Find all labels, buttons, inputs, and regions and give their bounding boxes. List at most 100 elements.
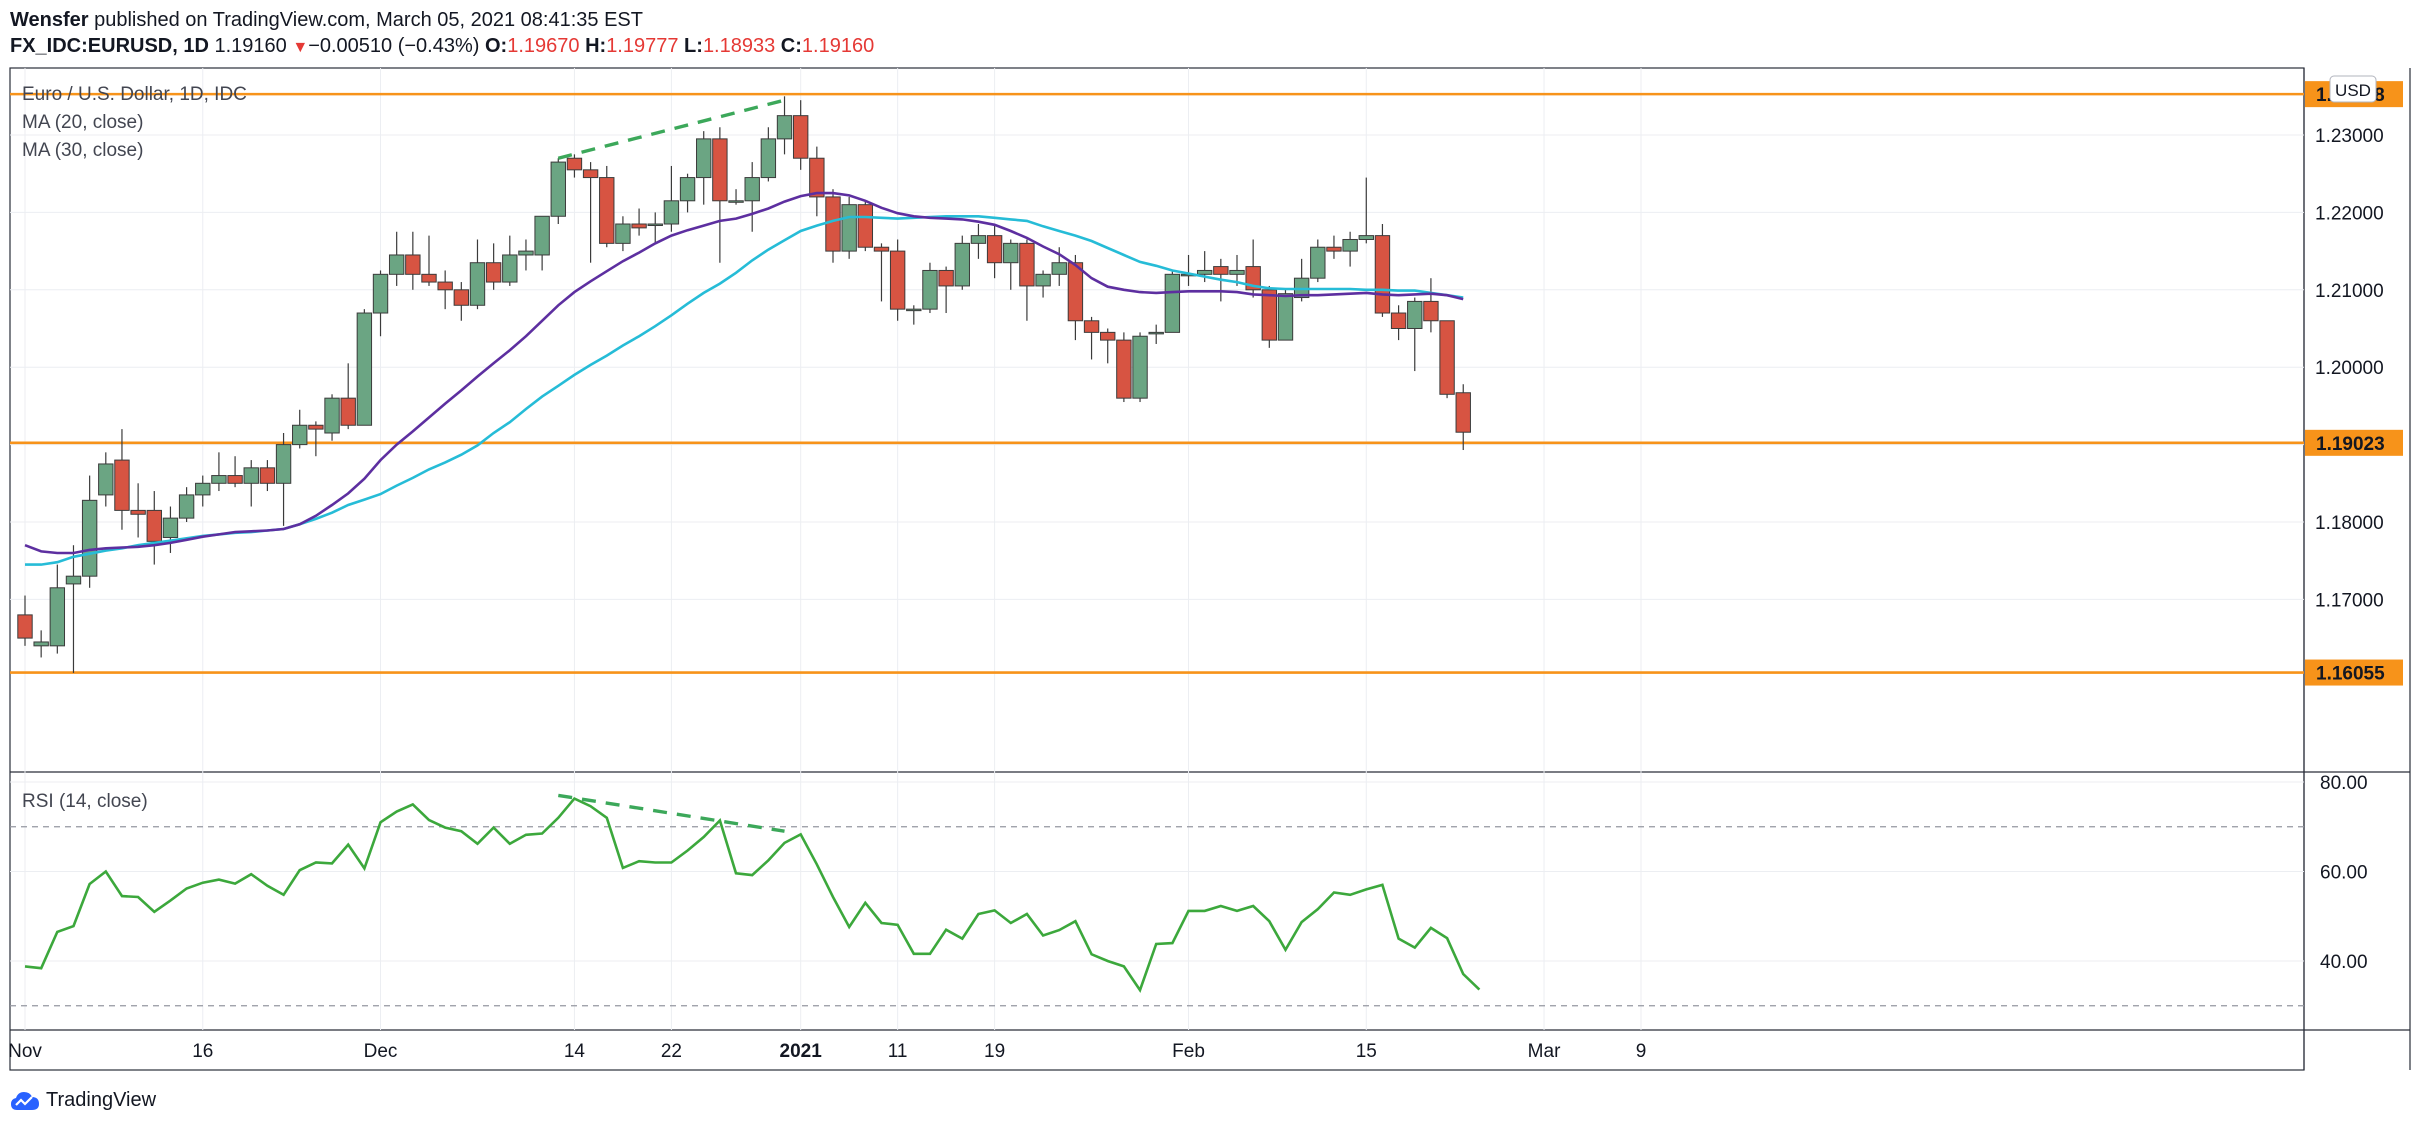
candle-up xyxy=(1342,238,1358,252)
price-tick-label: 1.23000 xyxy=(2315,126,2384,147)
candle-up xyxy=(841,204,857,252)
candle-down xyxy=(1326,246,1342,252)
level-price-tag xyxy=(2305,429,2403,456)
author-name[interactable]: Wensfer xyxy=(10,9,89,31)
candle-up xyxy=(1148,331,1164,335)
price-trendline xyxy=(557,98,785,160)
candle-up xyxy=(356,312,373,426)
candle-up xyxy=(922,269,938,310)
rsi-legend: RSI (14, close) xyxy=(22,791,148,812)
level-price-label: 1.16055 xyxy=(2316,664,2385,685)
candle-up xyxy=(744,177,760,202)
candle-up xyxy=(324,397,340,434)
rsi-tick-label: 80.00 xyxy=(2320,773,2368,794)
candle-up xyxy=(970,235,987,244)
candle-up xyxy=(275,444,292,484)
price-tick-label: 1.18000 xyxy=(2315,513,2384,534)
candle-down xyxy=(938,269,954,287)
candle-down xyxy=(485,262,502,283)
candle-up xyxy=(906,308,922,312)
candle-up xyxy=(1035,273,1051,287)
price-tick-label: 1.21000 xyxy=(2315,281,2384,302)
symbol-label[interactable]: FX_IDC:EURUSD, 1D xyxy=(10,35,209,57)
time-tick-label: 16 xyxy=(192,1041,213,1062)
ma20-legend: MA (20, close) xyxy=(22,112,143,133)
candle-up xyxy=(518,250,534,256)
candle-down xyxy=(1261,289,1278,341)
candle-down xyxy=(227,475,243,484)
candle-down xyxy=(986,235,1003,264)
candle-down xyxy=(1019,242,1035,287)
candle-up xyxy=(1132,335,1148,399)
time-tick-label: 11 xyxy=(888,1041,908,1062)
time-tick-label: Feb xyxy=(1172,1041,1205,1062)
time-tick-label: Dec xyxy=(364,1041,398,1062)
candle-up xyxy=(388,254,405,275)
candle-up xyxy=(211,475,227,484)
candle-up xyxy=(679,177,696,202)
rsi-tick-label: 40.00 xyxy=(2320,952,2368,973)
tradingview-brand[interactable]: TradingView xyxy=(10,1086,156,1114)
close-value: 1.19160 xyxy=(801,35,875,57)
candle-up xyxy=(178,494,195,519)
candle-up xyxy=(550,161,566,217)
candle-up xyxy=(1358,235,1374,240)
brand-name: TradingView xyxy=(46,1089,157,1111)
chart-frame xyxy=(9,67,2305,1071)
candle-up xyxy=(1196,269,1213,275)
open-label: O: xyxy=(485,35,508,57)
candle-up xyxy=(502,254,518,283)
candle-down xyxy=(1455,392,1471,433)
candle-up xyxy=(1051,262,1067,275)
time-tick-label: 14 xyxy=(564,1041,586,1062)
candle-up xyxy=(647,223,663,227)
level-price-label: 1.19023 xyxy=(2316,434,2385,455)
candle-down xyxy=(582,169,599,179)
candle-up xyxy=(243,467,259,484)
price-tick-label: 1.20000 xyxy=(2315,358,2384,379)
candle-down xyxy=(405,254,421,275)
candle-up xyxy=(696,138,712,179)
candle-down xyxy=(308,424,324,430)
candle-down xyxy=(1213,266,1229,275)
ohlc-legend: FX_IDC:EURUSD, 1D 1.19160 ▼−0.00510 (−0.… xyxy=(10,32,874,62)
candle-down xyxy=(825,196,841,252)
rsi-tick-label: 60.00 xyxy=(2320,863,2368,884)
candle-up xyxy=(1003,242,1019,264)
candle-up xyxy=(534,215,550,256)
time-tick-label: Nov xyxy=(8,1041,42,1062)
candle-down xyxy=(1423,300,1439,322)
open-value: 1.19670 xyxy=(507,35,580,57)
candle-up xyxy=(49,587,66,647)
candle-up xyxy=(954,242,970,287)
candle-up xyxy=(615,223,631,244)
candle-up xyxy=(292,424,308,446)
time-tick-label: 15 xyxy=(1356,1041,1377,1062)
candle-down xyxy=(889,250,906,310)
candle-down xyxy=(146,509,162,542)
high-label: H: xyxy=(585,35,607,57)
time-tick-label: 9 xyxy=(1636,1041,1647,1062)
time-tick-label: 19 xyxy=(984,1041,1005,1062)
candle-down xyxy=(114,459,130,511)
candle-down xyxy=(599,177,615,244)
candle-up xyxy=(33,641,49,647)
ma30-legend: MA (30, close) xyxy=(22,140,143,161)
candle-down xyxy=(1116,339,1132,399)
price-grid xyxy=(10,68,2304,1030)
candle-down xyxy=(857,204,874,248)
candles xyxy=(17,96,1471,673)
time-tick-label: Mar xyxy=(1528,1041,1561,1062)
candle-down xyxy=(259,467,276,484)
candle-up xyxy=(728,200,744,203)
close-label: C: xyxy=(780,35,802,57)
low-label: L: xyxy=(684,35,703,57)
candle-up xyxy=(81,499,98,577)
candle-up xyxy=(1277,293,1294,341)
level-price-tag xyxy=(2305,659,2403,686)
candle-up xyxy=(760,138,777,179)
candle-up xyxy=(195,482,211,496)
chart-title: Euro / U.S. Dollar, 1D, IDC xyxy=(22,84,247,105)
candle-down xyxy=(1390,312,1407,329)
